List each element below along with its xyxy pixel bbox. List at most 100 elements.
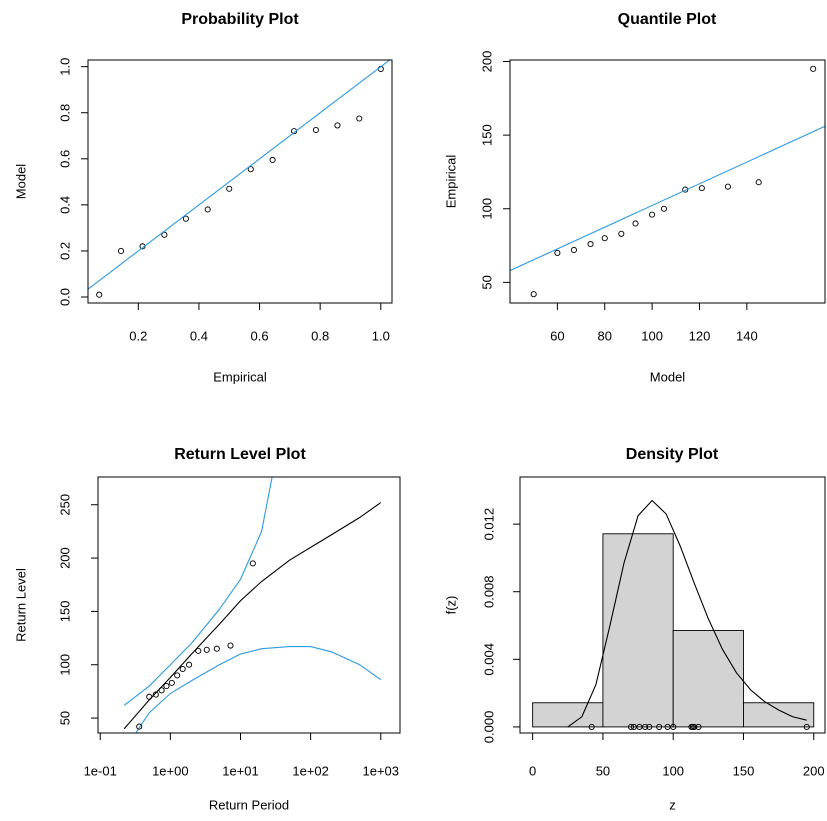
point (334, 122, 341, 129)
x-axis-label: Return Period (209, 797, 289, 812)
point (356, 115, 363, 122)
point (601, 235, 608, 242)
point (554, 249, 561, 256)
point (588, 723, 595, 730)
x-axis-label: z (669, 797, 676, 812)
point (698, 185, 705, 192)
y-axis-label: Model (13, 164, 28, 200)
point (136, 723, 143, 730)
y-tick-label: 150 (57, 601, 72, 623)
point (203, 646, 210, 653)
point (691, 723, 698, 730)
plot-area (123, 477, 382, 733)
point (724, 183, 731, 190)
point (168, 679, 175, 686)
x-tick-label: 0.6 (251, 328, 269, 343)
y-tick-label: 0.8 (57, 104, 72, 122)
y-tick-label: 0.4 (57, 196, 72, 214)
line (123, 502, 382, 730)
point (570, 246, 577, 254)
point (179, 665, 186, 673)
point (152, 691, 159, 698)
point (695, 723, 702, 730)
y-tick-label: 100 (57, 654, 72, 676)
point (182, 215, 189, 222)
x-tick-label: 140 (736, 328, 758, 343)
point (627, 723, 635, 730)
y-tick-label: 0.008 (481, 575, 496, 608)
plot-box (519, 476, 826, 734)
point (226, 185, 233, 192)
point (670, 723, 677, 730)
point (161, 231, 168, 238)
line (135, 646, 382, 733)
line (567, 499, 807, 728)
point (227, 642, 234, 649)
bar (532, 702, 604, 728)
point (656, 723, 663, 730)
y-tick-label: 200 (57, 547, 72, 569)
line (510, 125, 825, 272)
bar (602, 533, 674, 728)
point (755, 179, 762, 186)
y-tick-label: 50 (57, 711, 72, 725)
point (618, 230, 625, 237)
x-tick-label: 0.8 (311, 328, 329, 343)
x-tick-label: 200 (803, 763, 825, 778)
x-tick-label: 150 (733, 763, 755, 778)
point (249, 560, 256, 567)
plot-area (532, 499, 815, 730)
x-tick-label: 1e+01 (222, 763, 259, 778)
point (195, 647, 202, 654)
panel-title: Return Level Plot (174, 446, 306, 463)
panel-title: Probability Plot (181, 11, 299, 28)
y-tick-label: 100 (479, 198, 494, 220)
point (146, 693, 153, 700)
y-tick-label: 0.0 (57, 288, 72, 306)
point (117, 247, 125, 254)
x-tick-label: 50 (596, 763, 610, 778)
point (269, 156, 276, 164)
point (646, 723, 653, 730)
point (247, 166, 254, 173)
line (123, 477, 273, 706)
y-axis-label: Return Level (13, 568, 28, 642)
point (204, 206, 211, 213)
point (158, 687, 165, 694)
y-tick-label: 150 (479, 124, 494, 146)
point (810, 65, 817, 72)
x-axis-label: Empirical (213, 369, 267, 384)
y-tick-label: 1.0 (57, 58, 72, 76)
y-tick-label: 50 (479, 275, 494, 289)
point (186, 661, 193, 668)
point (803, 723, 810, 730)
point (213, 645, 220, 652)
plot-box (97, 476, 401, 734)
x-tick-label: 1e-01 (84, 763, 117, 778)
plot-area (88, 60, 391, 298)
x-tick-label: 1e+03 (363, 763, 400, 778)
x-tick-label: 0 (529, 763, 536, 778)
point (174, 672, 181, 679)
y-tick-label: 0.012 (481, 508, 496, 541)
bar (743, 702, 815, 728)
x-tick-label: 80 (598, 328, 612, 343)
plot-box (509, 59, 826, 304)
x-tick-label: 100 (641, 328, 663, 343)
line (88, 60, 391, 290)
y-axis-label: Empirical (443, 155, 458, 209)
point (649, 211, 656, 218)
point (312, 126, 319, 134)
y-axis-label: f(z) (443, 596, 458, 615)
x-tick-label: 0.4 (190, 328, 208, 343)
point (632, 220, 639, 227)
x-tick-label: 60 (550, 328, 564, 343)
point (530, 291, 537, 298)
panel-title: Density Plot (626, 446, 719, 463)
bar (672, 629, 744, 728)
panel-title: Quantile Plot (618, 11, 717, 28)
y-tick-label: 0.2 (57, 242, 72, 260)
y-tick-label: 0.6 (57, 150, 72, 168)
x-axis-label: Model (650, 369, 686, 384)
